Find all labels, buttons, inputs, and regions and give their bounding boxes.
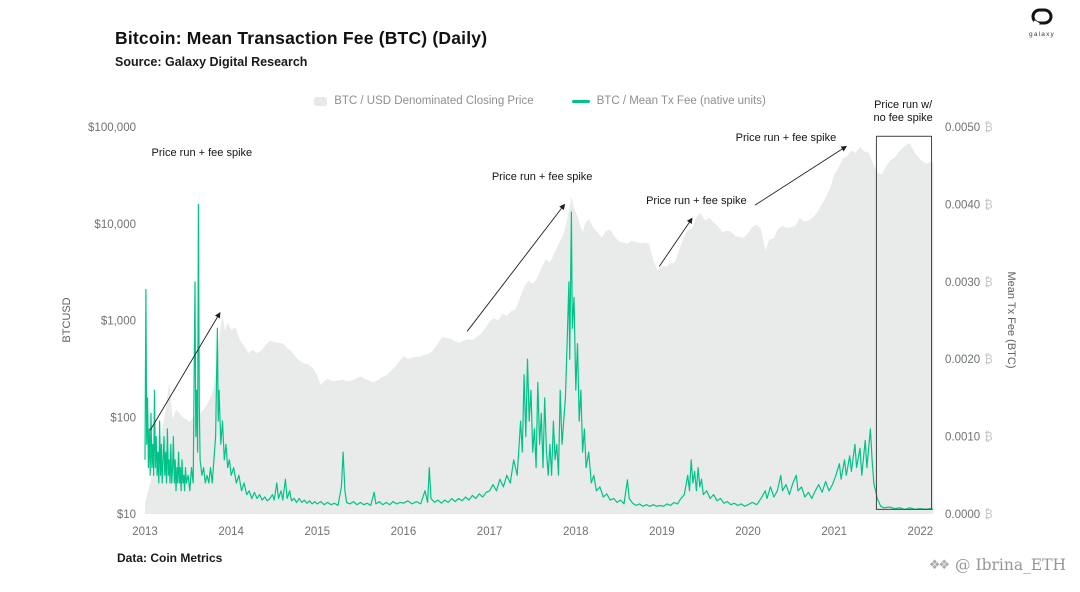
svg-text:0.0030₿: 0.0030 ₿ <box>945 277 993 289</box>
svg-text:2015: 2015 <box>305 526 331 538</box>
svg-text:0.0020₿: 0.0020 ₿ <box>945 354 993 366</box>
legend-item-price: BTC / USD Denominated Closing Price <box>314 95 534 107</box>
watermark: ❖❖ @ Ibrina_ETH <box>929 556 1066 574</box>
annotation-3: Price run + fee spike <box>646 195 747 267</box>
annotation-arrow <box>658 217 693 267</box>
svg-text:$10,000: $10,000 <box>94 219 136 231</box>
watermark-handle: @ Ibrina_ETH <box>955 556 1066 574</box>
svg-text:2021: 2021 <box>821 526 847 538</box>
svg-text:$1,000: $1,000 <box>101 316 136 328</box>
annotation-text: Price run + fee spike <box>152 147 253 159</box>
annotation-text: Price run + fee spike <box>736 132 837 144</box>
fee-line-series <box>144 203 934 510</box>
svg-text:0.0050₿: 0.0050 ₿ <box>945 122 993 134</box>
annotation-1: Price run + fee spike <box>149 147 253 431</box>
annotation-arrow <box>754 145 848 206</box>
galaxy-logo: galaxy <box>1018 8 1066 38</box>
price-series-swatch <box>314 96 328 106</box>
svg-text:2018: 2018 <box>563 526 589 538</box>
svg-text:2020: 2020 <box>735 526 761 538</box>
source-label: Source: Galaxy Digital Research <box>115 55 308 69</box>
fee-series-swatch <box>571 99 590 103</box>
annotation-arrow <box>149 312 221 431</box>
galaxy-logo-label: galaxy <box>1029 31 1055 38</box>
svg-text:2019: 2019 <box>649 526 675 538</box>
svg-text:0.0040₿: 0.0040 ₿ <box>945 199 993 211</box>
y-right-tick-labels: 0.0000 ₿ 0.0010 ₿ 0.0020 ₿ 0.0030 ₿ 0.0040 ₿ 0.005… <box>945 122 993 521</box>
legend-label-fee: BTC / Mean Tx Fee (native units) <box>596 95 766 107</box>
annotation-text: Price run w/no fee spike <box>873 99 933 124</box>
svg-text:$100: $100 <box>110 412 136 424</box>
galaxy-logo-icon <box>1031 8 1053 26</box>
legend-label-price: BTC / USD Denominated Closing Price <box>334 95 534 107</box>
annotation-text: Price run + fee spike <box>492 171 593 183</box>
annotation-arrow <box>466 203 566 332</box>
chart-legend: BTC / USD Denominated Closing Price BTC … <box>0 95 1080 107</box>
annotation-5: Price run w/no fee spike <box>873 99 933 510</box>
x-tick-labels: 2013 2014 2015 2016 2017 2018 2019 2020 2021 2022 <box>132 526 933 538</box>
annotation-4: Price run + fee spike <box>736 132 848 206</box>
svg-text:0.0000₿: 0.0000 ₿ <box>945 509 993 521</box>
svg-text:2017: 2017 <box>477 526 503 538</box>
annotation-text: Price run + fee spike <box>646 195 747 207</box>
price-area-series <box>145 143 934 514</box>
legend-item-fee: BTC / Mean Tx Fee (native units) <box>571 95 766 107</box>
annotation-2: Price run + fee spike <box>466 171 593 332</box>
y-left-tick-labels: $10 $100 $1,000 $10,000 $100,000 <box>88 122 136 521</box>
highlight-box <box>875 135 933 510</box>
data-source-note: Data: Coin Metrics <box>117 551 223 565</box>
svg-text:$100,000: $100,000 <box>88 122 136 134</box>
svg-text:2022: 2022 <box>908 526 934 538</box>
svg-text:2016: 2016 <box>391 526 417 538</box>
page-title: Bitcoin: Mean Transaction Fee (BTC) (Dai… <box>115 28 488 48</box>
svg-text:$10: $10 <box>117 509 136 521</box>
svg-text:2013: 2013 <box>132 526 158 538</box>
gem-icon: ❖❖ <box>928 557 950 573</box>
svg-text:2014: 2014 <box>218 526 244 538</box>
svg-text:0.0010₿: 0.0010 ₿ <box>945 432 993 444</box>
